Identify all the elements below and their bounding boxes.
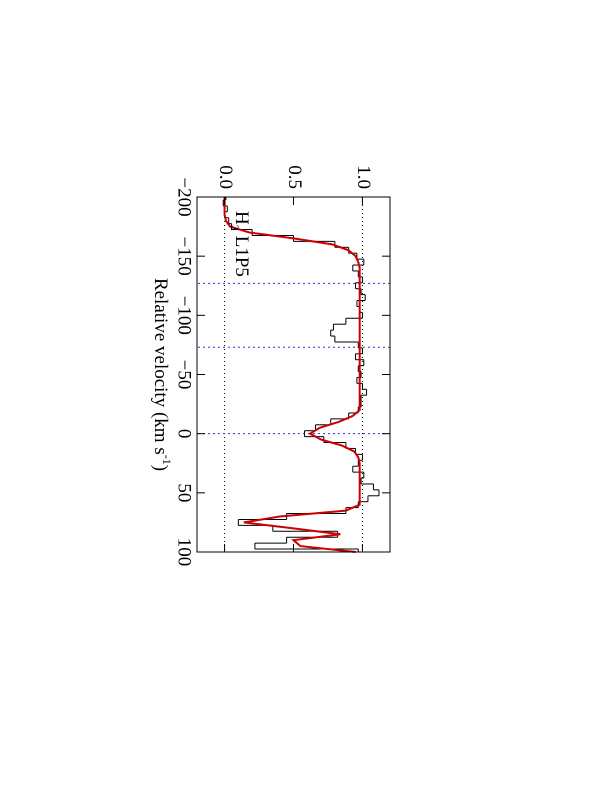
annotation-sub: 2 xyxy=(228,225,242,231)
model-line xyxy=(223,197,361,553)
x-tick-label: −50 xyxy=(174,360,195,390)
y-tick-label: 0.0 xyxy=(215,165,236,189)
annotation: H2 L1P5 xyxy=(228,211,251,277)
rotated-plot: 0.0 0.5 1.0 −200 −150 −100 −50 0 50 100 Relative v… xyxy=(150,165,391,567)
x-label-sup: -1 xyxy=(160,455,174,465)
annotation-text: L1P5 xyxy=(231,236,252,277)
y-tick-label: 0.5 xyxy=(284,165,305,189)
x-tick-label: −200 xyxy=(174,177,195,216)
y-tick-label: 1.0 xyxy=(353,165,374,189)
x-tick-label: 0 xyxy=(174,429,195,439)
x-tick-label: −100 xyxy=(174,296,195,335)
x-tick-label: 100 xyxy=(174,538,195,567)
x-axis-label: Relative velocity (km s-1) xyxy=(150,278,175,471)
x-tick-label: −150 xyxy=(174,237,195,276)
x-tick-label: 50 xyxy=(174,483,195,502)
x-label-text: ) xyxy=(150,465,171,471)
x-label-text: Relative velocity (km s xyxy=(150,278,171,455)
annotation-text: H xyxy=(231,211,252,225)
